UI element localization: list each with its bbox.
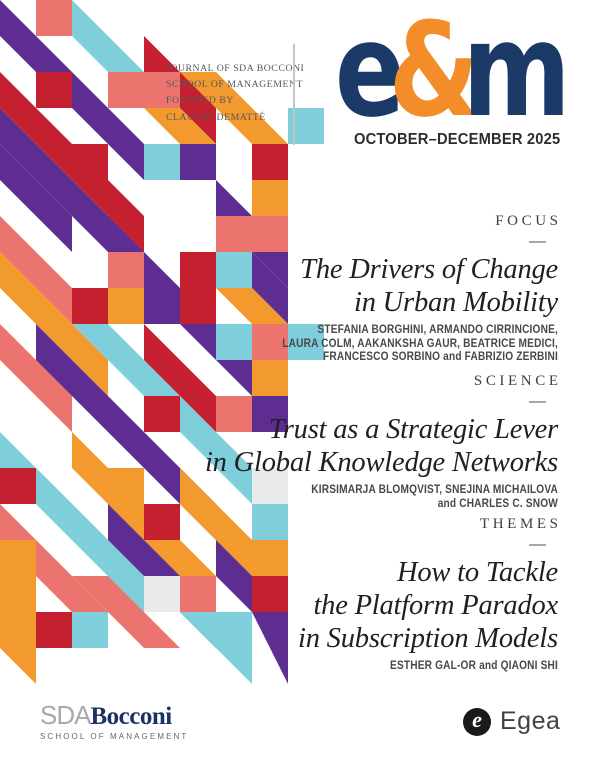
sda-bocconi-wordmark: SDA Bocconi xyxy=(40,700,188,731)
section-divider-dash xyxy=(529,241,546,243)
egea-circle-e-icon: e xyxy=(463,707,491,736)
section-themes: THEMES How to Tackle the Platform Parado… xyxy=(178,516,558,674)
article-authors: ESTHER GAL-OR and QIAONI SHI xyxy=(224,660,558,674)
journal-info-line: FOUNDED BY xyxy=(166,95,234,107)
article-title-line: in Urban Mobility xyxy=(353,287,558,318)
article-title-line: the Platform Paradox xyxy=(313,590,558,621)
em-logo-ampersand: & xyxy=(388,0,480,146)
section-label: THEMES xyxy=(479,516,562,532)
article-authors: KIRSIMARJA BLOMQVIST, SNEJINA MICHAILOVA… xyxy=(224,484,558,511)
article-title-line: The Drivers of Change xyxy=(300,254,558,285)
article-title-line: How to Tackle xyxy=(396,557,558,588)
article-title-line: in Global Knowledge Networks xyxy=(204,447,558,478)
journal-info-line: SCHOOL OF MANAGEMENT xyxy=(166,79,304,91)
journal-info-line: JOURNAL OF SDA BOCCONI xyxy=(166,63,305,74)
article-authors-line: FRANCESCO SORBINO and FABRIZIO ZERBINI xyxy=(323,351,558,363)
section-divider-dash xyxy=(529,544,546,546)
article-title-line: Trust as a Strategic Lever xyxy=(268,414,559,445)
section-science: SCIENCE Trust as a Strategic Lever in Gl… xyxy=(178,373,558,511)
bocconi-text: Bocconi xyxy=(90,703,172,730)
sda-text: SDA xyxy=(40,700,91,730)
article-title-line: in Subscription Models xyxy=(297,623,558,654)
egea-wordmark: Egea xyxy=(500,707,561,735)
vertical-divider xyxy=(293,44,295,145)
journal-info-line: CLAUDIO DEMATTÉ xyxy=(166,111,266,123)
egea-logo: e Egea xyxy=(463,707,560,736)
section-focus: FOCUS The Drivers of Change in Urban Mob… xyxy=(178,213,558,365)
section-label: SCIENCE xyxy=(473,373,562,389)
article-authors: STEFANIA BORGHINI, ARMANDO CIRRINCIONE, … xyxy=(224,324,558,365)
sda-bocconi-logo: SDA Bocconi SCHOOL OF MANAGEMENT xyxy=(40,700,188,741)
article-title: The Drivers of Change in Urban Mobility xyxy=(178,253,558,319)
article-authors-line: LAURA COLM, AAKANKSHA GAUR, BEATRICE MED… xyxy=(282,337,558,350)
school-of-management-text: SCHOOL OF MANAGEMENT xyxy=(40,732,189,741)
article-title: Trust as a Strategic Lever in Global Kno… xyxy=(178,413,558,479)
article-authors-line: STEFANIA BORGHINI, ARMANDO CIRRINCIONE, xyxy=(317,324,558,336)
section-label: FOCUS xyxy=(495,213,562,229)
em-logo: e&m xyxy=(335,5,571,135)
section-divider-dash xyxy=(529,401,546,403)
article-authors-line: and CHARLES C. SNOW xyxy=(437,497,558,510)
issue-date: OCTOBER–DECEMBER 2025 xyxy=(353,131,560,148)
article-title: How to Tackle the Platform Paradox in Su… xyxy=(178,556,558,655)
article-authors-line: ESTHER GAL-OR and QIAONI SHI xyxy=(390,660,558,672)
journal-info: JOURNAL OF SDA BOCCONI SCHOOL OF MANAGEM… xyxy=(166,61,304,126)
em-logo-letter-e: e xyxy=(334,0,406,146)
article-authors-line: KIRSIMARJA BLOMQVIST, SNEJINA MICHAILOVA xyxy=(311,484,558,496)
em-logo-letter-m: m xyxy=(462,0,570,146)
